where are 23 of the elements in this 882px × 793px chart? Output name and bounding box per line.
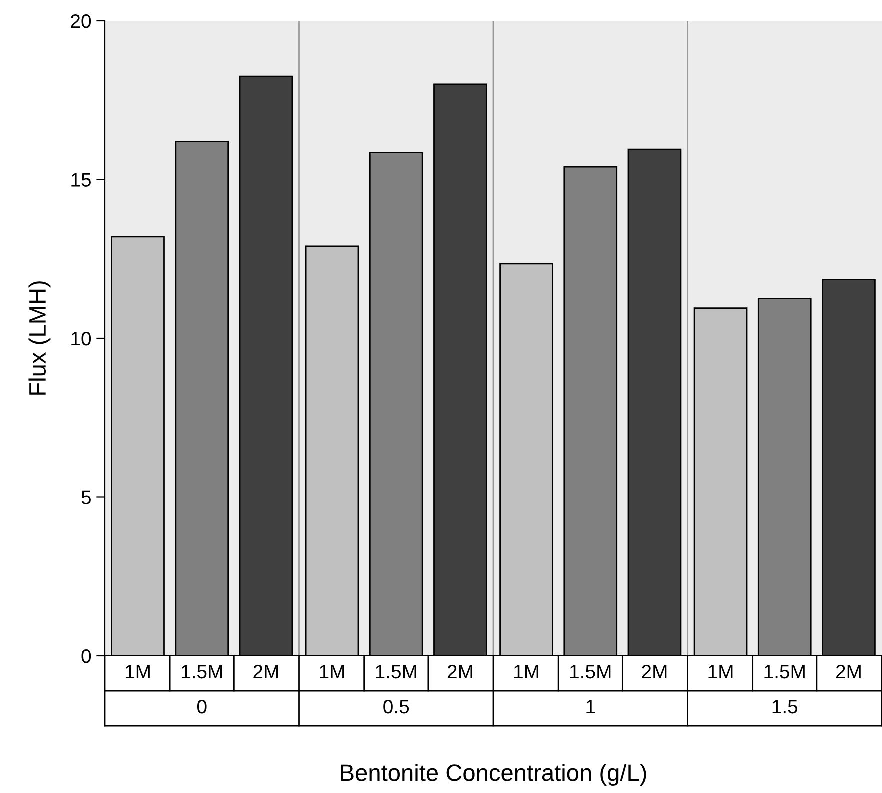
- y-tick-label: 10: [72, 332, 92, 346]
- y-tick-label: 0: [82, 649, 92, 664]
- text: 1M: [514, 665, 538, 679]
- legend-label: 1.5M: [182, 665, 222, 679]
- legend-label: 2M: [254, 664, 278, 679]
- text: 2M: [836, 664, 861, 679]
- text: 1M: [320, 665, 344, 679]
- text: 1.5M: [376, 665, 416, 679]
- y-axis-title: Flux (LMH): [28, 282, 51, 395]
- y-tick-label: 5: [82, 490, 91, 504]
- series-label: 1M: [126, 665, 150, 679]
- x-tick-label: 0: [197, 700, 207, 714]
- x-tick-label: 1: [586, 700, 596, 714]
- text: 1M: [708, 665, 733, 679]
- text: 2M: [448, 664, 472, 679]
- x-tick-label: 1.5: [772, 700, 798, 714]
- text: 1.5M: [570, 665, 611, 679]
- y-tick-label: 20: [71, 14, 92, 28]
- x-tick-label: 0.5: [384, 700, 410, 714]
- x-axis-title: Bentonite Concentration (g/L): [341, 764, 646, 786]
- text: 2M: [642, 664, 667, 679]
- text: 1.5M: [764, 665, 805, 679]
- y-tick-label: 15: [72, 173, 91, 187]
